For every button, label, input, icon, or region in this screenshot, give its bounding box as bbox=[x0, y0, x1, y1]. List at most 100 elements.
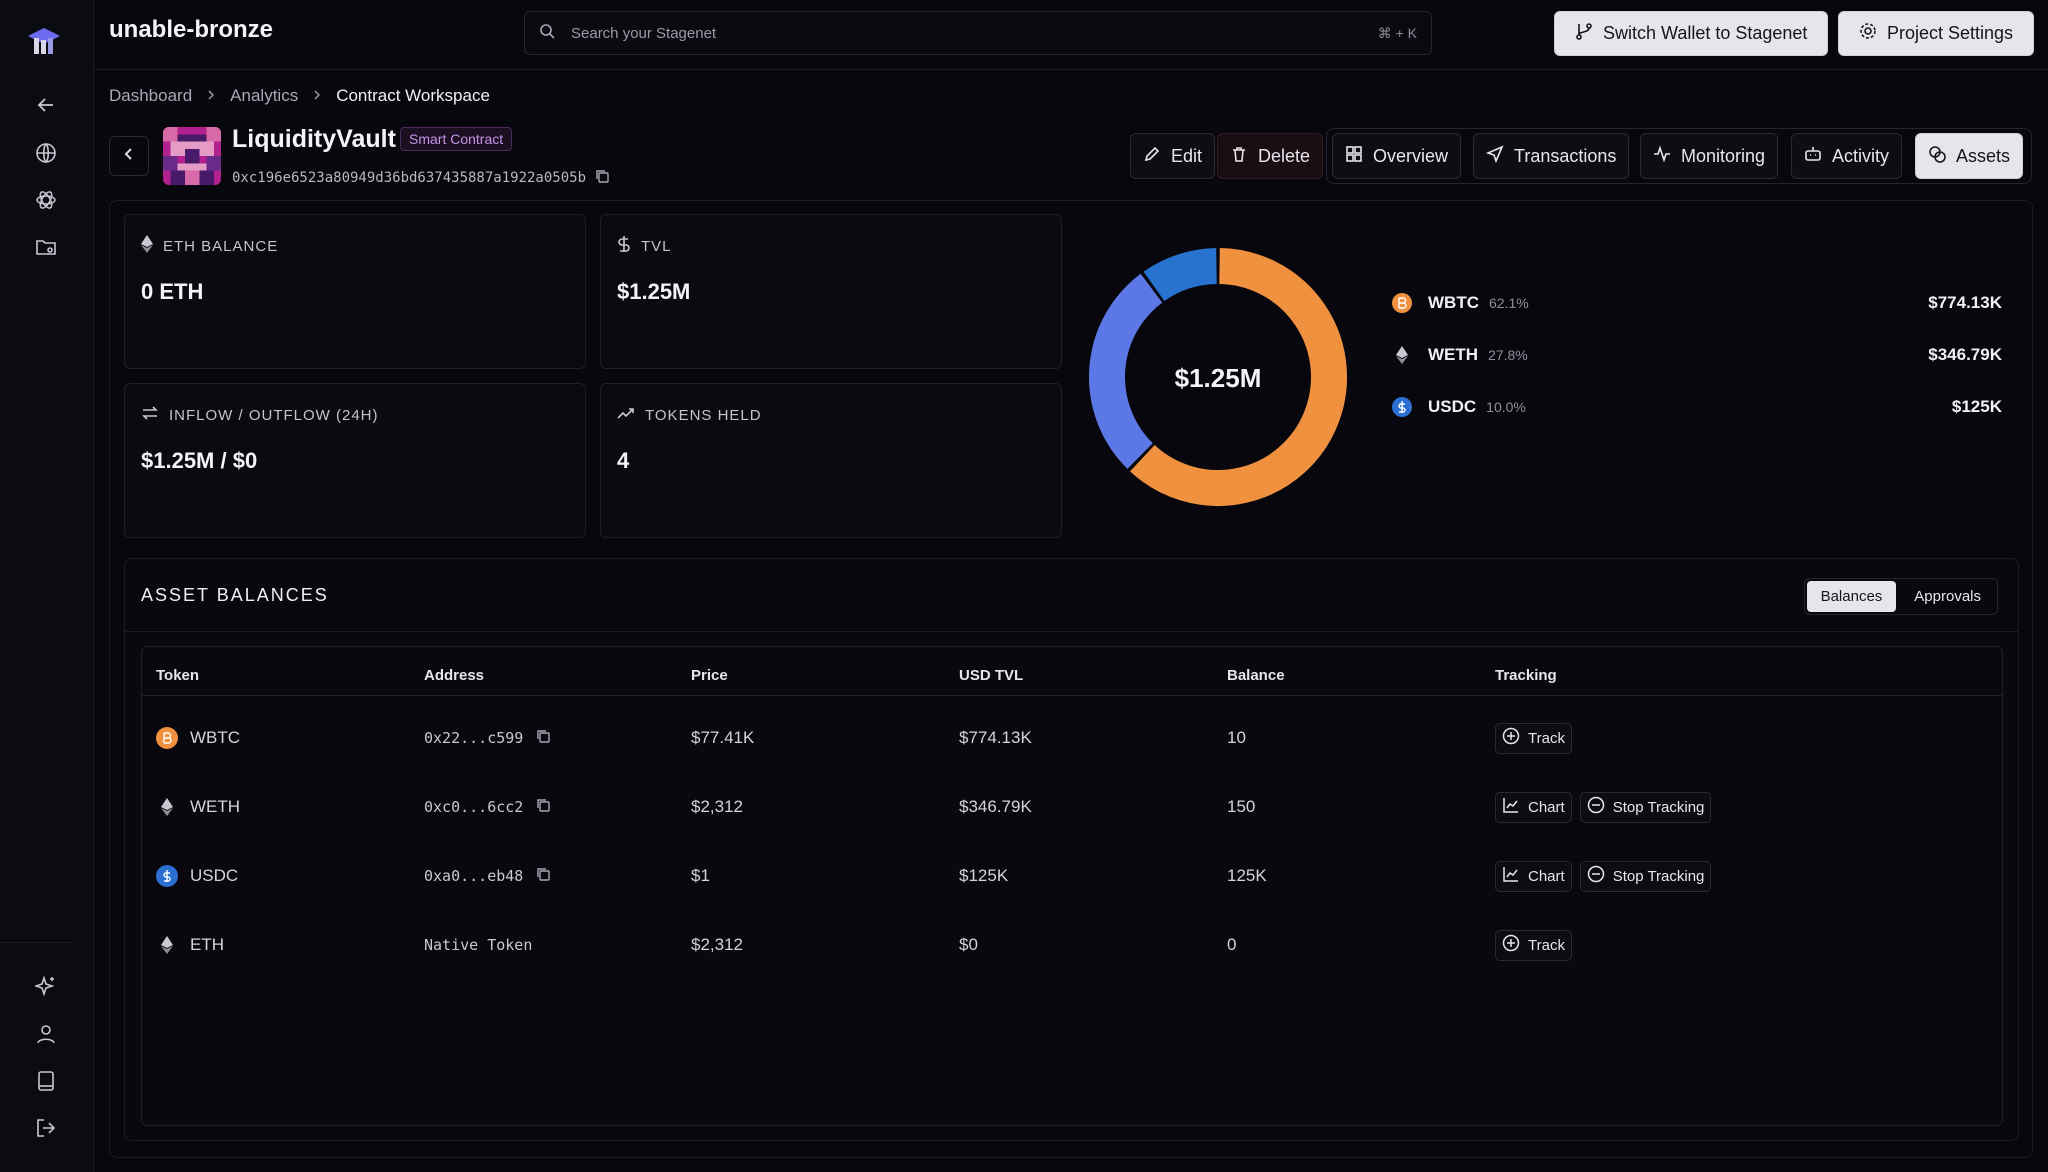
stop-tracking-button[interactable]: Stop Tracking bbox=[1579, 791, 1712, 823]
project-settings-label: Project Settings bbox=[1887, 23, 2014, 43]
chevron-right-icon bbox=[312, 86, 322, 106]
legend-percent: 10.0% bbox=[1486, 399, 1526, 415]
toggle-approvals[interactable]: Approvals bbox=[1914, 588, 1981, 605]
tab-transactions[interactable]: Transactions bbox=[1473, 133, 1630, 179]
logout-icon[interactable] bbox=[30, 1112, 62, 1144]
column-header-tracking[interactable]: Tracking bbox=[1495, 667, 1557, 684]
token-address: 0x22...c599 bbox=[424, 729, 524, 747]
search-placeholder: Search your Stagenet bbox=[571, 24, 717, 42]
tab-assets[interactable]: Assets bbox=[1915, 133, 2024, 179]
robot-icon bbox=[1804, 145, 1822, 168]
column-header-usd-tvl[interactable]: USD TVL bbox=[959, 667, 1024, 684]
search-input[interactable]: Search your Stagenet ⌘ + K bbox=[524, 11, 1432, 55]
tab-assets-label: Assets bbox=[1956, 145, 2011, 166]
minus-circle-icon bbox=[1587, 796, 1605, 818]
legend-percent: 27.8% bbox=[1488, 347, 1528, 363]
legend-item-wbtc: WBTC 62.1% $774.13K bbox=[1392, 288, 2002, 318]
plus-circle-icon bbox=[1502, 934, 1520, 956]
grid-icon bbox=[1345, 145, 1363, 168]
donut-slice-weth[interactable] bbox=[1089, 273, 1163, 469]
table-row[interactable]: WBTC 0x22...c599 $77.41K $774.13K 10 Tra… bbox=[142, 708, 2002, 768]
table-row[interactable]: USDC 0xa0...eb48 $1 $125K 125K Chart bbox=[142, 846, 2002, 906]
search-shortcut: ⌘ + K bbox=[1377, 24, 1417, 41]
book-icon[interactable] bbox=[30, 1065, 62, 1097]
breadcrumb: Dashboard Analytics Contract Workspace bbox=[109, 86, 490, 106]
toggle-balances[interactable]: Balances bbox=[1806, 581, 1897, 612]
stat-tokens-held-label: TOKENS HELD bbox=[645, 406, 762, 424]
legend-amount: $346.79K bbox=[1928, 345, 2002, 364]
activity-icon bbox=[1653, 144, 1671, 168]
copy-icon[interactable] bbox=[594, 168, 610, 187]
delete-button[interactable]: Delete bbox=[1217, 133, 1324, 179]
column-header-address[interactable]: Address bbox=[424, 667, 485, 684]
project-title: unable-bronze bbox=[109, 16, 274, 43]
contract-avatar bbox=[163, 127, 221, 185]
folder-icon[interactable] bbox=[30, 231, 62, 263]
back-button[interactable] bbox=[109, 136, 149, 176]
logo-icon[interactable] bbox=[26, 26, 62, 56]
track-label: Track bbox=[1528, 729, 1565, 747]
ethereum-icon bbox=[1392, 345, 1412, 365]
chevron-left-icon bbox=[123, 147, 135, 166]
donut-center-label: $1.25M bbox=[1175, 363, 1262, 393]
token-address: Native Token bbox=[424, 936, 533, 954]
switch-wallet-button[interactable]: Switch Wallet to Stagenet bbox=[1554, 11, 1829, 56]
atom-icon[interactable] bbox=[30, 184, 62, 216]
tab-overview[interactable]: Overview bbox=[1332, 133, 1462, 179]
sidebar-divider bbox=[0, 942, 73, 943]
legend-symbol: USDC bbox=[1428, 397, 1477, 416]
git-branch-icon bbox=[1575, 22, 1593, 45]
tab-group bbox=[1326, 128, 2032, 184]
token-usd-tvl: $0 bbox=[959, 935, 978, 954]
stat-flow: INFLOW / OUTFLOW (24H) $1.25M / $0 bbox=[124, 383, 586, 538]
trash-icon bbox=[1230, 145, 1248, 168]
stop-tracking-button[interactable]: Stop Tracking bbox=[1579, 860, 1712, 892]
donut-slice-usdc[interactable] bbox=[1143, 248, 1218, 302]
globe-icon[interactable] bbox=[30, 137, 62, 169]
project-settings-button[interactable]: Project Settings bbox=[1838, 11, 2035, 56]
copy-icon[interactable] bbox=[535, 797, 551, 818]
breadcrumb-analytics[interactable]: Analytics bbox=[230, 86, 299, 105]
user-icon[interactable] bbox=[30, 1018, 62, 1050]
donut-slice-wbtc[interactable] bbox=[1130, 248, 1347, 506]
coins-icon bbox=[1928, 145, 1946, 168]
chart-button[interactable]: Chart bbox=[1495, 860, 1572, 892]
table-row[interactable]: WETH 0xc0...6cc2 $2,312 $346.79K 150 Cha… bbox=[142, 777, 2002, 837]
stat-tokens-held: TOKENS HELD 4 bbox=[600, 383, 1062, 538]
bitcoin-icon bbox=[1392, 293, 1412, 313]
usdc-icon bbox=[156, 865, 178, 887]
stat-flow-value: $1.25M / $0 bbox=[141, 448, 258, 473]
token-symbol: WETH bbox=[190, 797, 241, 816]
breadcrumb-dashboard[interactable]: Dashboard bbox=[109, 86, 193, 105]
assets-panel bbox=[109, 200, 2033, 1158]
tab-activity[interactable]: Activity bbox=[1791, 133, 1903, 179]
stat-tvl: TVL $1.25M bbox=[600, 214, 1062, 369]
tab-monitoring[interactable]: Monitoring bbox=[1640, 133, 1779, 179]
column-header-price[interactable]: Price bbox=[691, 667, 728, 684]
balances-approvals-toggle: Balances Approvals bbox=[1803, 578, 1998, 615]
arrow-left-icon[interactable] bbox=[30, 89, 62, 121]
copy-icon[interactable] bbox=[535, 728, 551, 749]
stat-tvl-label: TVL bbox=[641, 237, 672, 255]
token-symbol: ETH bbox=[190, 935, 224, 954]
column-header-balance[interactable]: Balance bbox=[1227, 667, 1285, 684]
column-header-token[interactable]: Token bbox=[156, 667, 200, 684]
track-button[interactable]: Track bbox=[1495, 929, 1572, 961]
pencil-icon bbox=[1143, 145, 1161, 168]
edit-button[interactable]: Edit bbox=[1130, 133, 1216, 179]
table-row[interactable]: ETH Native Token $2,312 $0 0 Track bbox=[142, 915, 2002, 975]
token-symbol: USDC bbox=[190, 866, 239, 885]
token-address: 0xc0...6cc2 bbox=[424, 798, 524, 816]
line-chart-icon bbox=[1502, 796, 1520, 818]
asset-balances-card: ASSET BALANCES Balances Approvals Token … bbox=[124, 558, 2019, 1141]
legend-percent: 62.1% bbox=[1488, 295, 1529, 311]
asset-table: Token Address Price USD TVL Balance Trac… bbox=[141, 646, 2003, 1126]
sparkle-icon[interactable] bbox=[30, 970, 62, 1002]
legend-item-usdc: USDC 10.0% $125K bbox=[1392, 392, 2002, 422]
copy-icon[interactable] bbox=[535, 866, 551, 887]
track-button[interactable]: Track bbox=[1495, 722, 1572, 754]
chart-button[interactable]: Chart bbox=[1495, 791, 1572, 823]
dollar-icon bbox=[617, 235, 631, 257]
search-icon bbox=[539, 23, 555, 43]
stat-eth-balance-label: ETH BALANCE bbox=[163, 237, 279, 255]
